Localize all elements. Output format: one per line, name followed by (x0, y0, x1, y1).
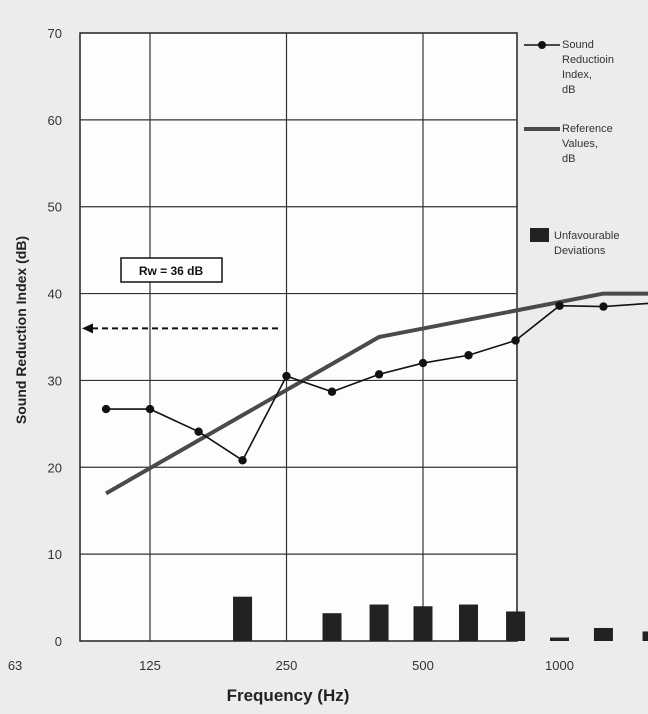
deviation-bar (506, 611, 526, 641)
legend-label: Deviations (554, 245, 606, 257)
deviation-bars (233, 596, 648, 641)
sri-point (282, 371, 291, 381)
deviation-bar (550, 637, 569, 641)
sri-point (194, 427, 203, 436)
rw-arrowhead (82, 323, 93, 334)
legend-dev-swatch (530, 228, 549, 242)
y-tick-label: 70 (48, 26, 62, 41)
legend-sri-marker (538, 41, 546, 49)
legend-label: Unfavourable (554, 230, 619, 242)
x-tick-label: 1000 (545, 658, 574, 673)
axis-ticks: 01020304050607063125250500100020004000 (8, 26, 574, 673)
deviation-bar (322, 613, 342, 641)
legend-label: Values, (562, 138, 598, 150)
deviation-bar (642, 631, 648, 641)
sri-line (106, 302, 648, 462)
y-tick-label: 40 (48, 287, 62, 302)
deviation-bar (413, 606, 433, 641)
sri-point (145, 404, 155, 414)
deviation-bar (369, 604, 389, 641)
y-tick-label: 0 (55, 634, 62, 649)
sri-point (327, 387, 337, 396)
sri-point (418, 358, 428, 368)
y-tick-label: 20 (48, 460, 62, 475)
y-tick-label: 30 (48, 373, 62, 388)
reference-line (105, 291, 648, 496)
legend-label: dB (562, 84, 575, 96)
sri-point (555, 301, 564, 310)
legend-label: Sound (562, 39, 594, 51)
y-axis-title: Sound Reduction Index (dB) (13, 236, 29, 424)
legend-label: Reference (562, 123, 613, 135)
legend-label: Index, (562, 69, 592, 81)
x-tick-label: 500 (412, 658, 434, 673)
reference-curve (105, 291, 648, 496)
plot-background (79, 32, 518, 642)
y-tick-label: 60 (48, 113, 62, 128)
sri-point (238, 456, 247, 465)
y-tick-label: 50 (48, 200, 62, 215)
x-tick-label: 63 (8, 658, 22, 673)
rw-box (120, 257, 223, 283)
deviation-bar (593, 627, 613, 641)
y-tick-label: 10 (48, 547, 62, 562)
sri-point (374, 370, 384, 379)
x-tick-label: 125 (139, 658, 161, 673)
rw-label: Rw = 36 dB (139, 264, 204, 278)
sri-point (511, 336, 520, 345)
sri-point (464, 351, 473, 360)
sri-point (599, 302, 608, 311)
sri-point (101, 404, 111, 414)
deviation-bar (459, 604, 479, 641)
legend: Sound Reductioin Index, dB Reference Values, d… (524, 39, 619, 257)
x-tick-label: 250 (276, 658, 298, 673)
sri-curve (101, 301, 648, 465)
rw-annotation: Rw = 36 dB (82, 257, 278, 334)
legend-label: Reductioin (562, 54, 614, 66)
legend-label: dB (562, 153, 575, 165)
x-axis-title: Frequency (Hz) (227, 686, 350, 705)
deviation-bar (233, 596, 253, 641)
